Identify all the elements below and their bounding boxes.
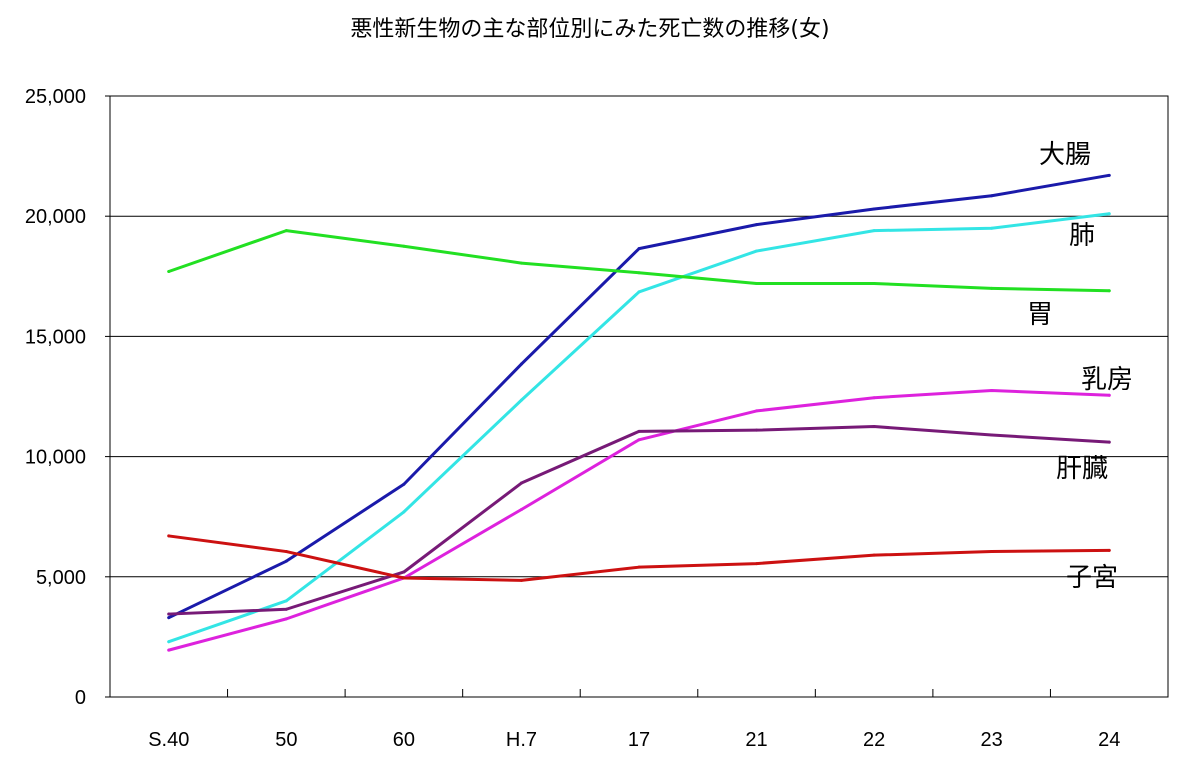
y-axis-labels: 0 5,000 10,000 15,000 20,000 25,000 [25,86,86,709]
axes [105,95,1169,698]
x-tick-label: 60 [393,729,415,751]
data-point [990,194,994,198]
data-point [284,607,288,611]
data-point [402,576,406,580]
data-point [519,481,523,485]
data-point [167,648,171,652]
data-point [637,247,641,251]
data-point [284,559,288,563]
data-point [872,396,876,400]
data-point [872,282,876,286]
y-tick-label: 20,000 [25,206,86,228]
data-point [755,282,759,286]
data-point [167,534,171,538]
data-point [637,565,641,569]
series-lines [167,173,1111,652]
data-point [990,550,994,554]
data-point [872,207,876,211]
chart-title: 悪性新生物の主な部位別にみた死亡数の推移(女) [350,17,829,42]
y-tick-label: 15,000 [25,326,86,348]
data-point [167,640,171,644]
data-point [755,562,759,566]
series-label: 子宮 [1066,563,1118,593]
y-tick-label: 10,000 [25,447,86,469]
data-point [402,570,406,574]
data-point [755,223,759,227]
data-point [284,599,288,603]
data-point [519,507,523,511]
series-line [167,212,1111,644]
data-point [990,286,994,290]
series-line [167,229,1111,293]
y-tick-label: 5,000 [36,567,86,589]
data-point [990,226,994,230]
series-2 [167,229,1111,293]
series-label: 乳房 [1081,365,1133,395]
data-point [872,425,876,429]
data-point [637,271,641,275]
data-point [1107,173,1111,177]
data-point [1107,289,1111,293]
data-point [872,229,876,233]
data-point [755,409,759,413]
data-point [284,550,288,554]
data-point [1107,393,1111,397]
data-point [402,510,406,514]
data-point [637,290,641,294]
plot-frame [109,95,1169,698]
data-point [755,249,759,253]
x-tick-label: 50 [275,729,297,751]
series-line [167,534,1111,582]
y-tick-label: 0 [75,687,86,709]
x-tick-label: S.40 [148,729,189,751]
series-line [167,425,1111,616]
series-label: 大腸 [1039,140,1091,170]
data-point [402,482,406,486]
x-tick-label: 17 [628,729,650,751]
series-5 [167,534,1111,582]
data-point [637,429,641,433]
data-point [990,433,994,437]
data-point [284,229,288,233]
series-line [167,388,1111,652]
series-1 [167,212,1111,644]
data-point [1107,440,1111,444]
data-point [1107,212,1111,216]
data-point [519,398,523,402]
data-point [519,261,523,265]
series-4 [167,425,1111,616]
data-point [167,616,171,620]
data-point [637,438,641,442]
data-point [284,617,288,621]
series-0 [167,173,1111,620]
x-tick-label: 23 [981,729,1003,751]
data-point [872,553,876,557]
series-3 [167,388,1111,652]
data-point [990,388,994,392]
data-point [755,428,759,432]
series-label: 肝臓 [1056,454,1108,484]
data-point [1107,548,1111,552]
data-point [519,362,523,366]
x-tick-label: 22 [863,729,885,751]
x-tick-label: 21 [745,729,767,751]
x-tick-label: H.7 [506,729,537,751]
x-axis-labels: S.40 50 60 H.7 17 21 22 23 24 [148,729,1120,751]
data-point [519,578,523,582]
grid [110,215,1168,578]
x-tick-label: 24 [1098,729,1120,751]
y-tick-label: 25,000 [25,86,86,108]
data-point [167,269,171,273]
data-point [402,244,406,248]
series-label: 肺 [1069,221,1095,251]
data-point [167,612,171,616]
series-label: 胃 [1027,300,1053,330]
